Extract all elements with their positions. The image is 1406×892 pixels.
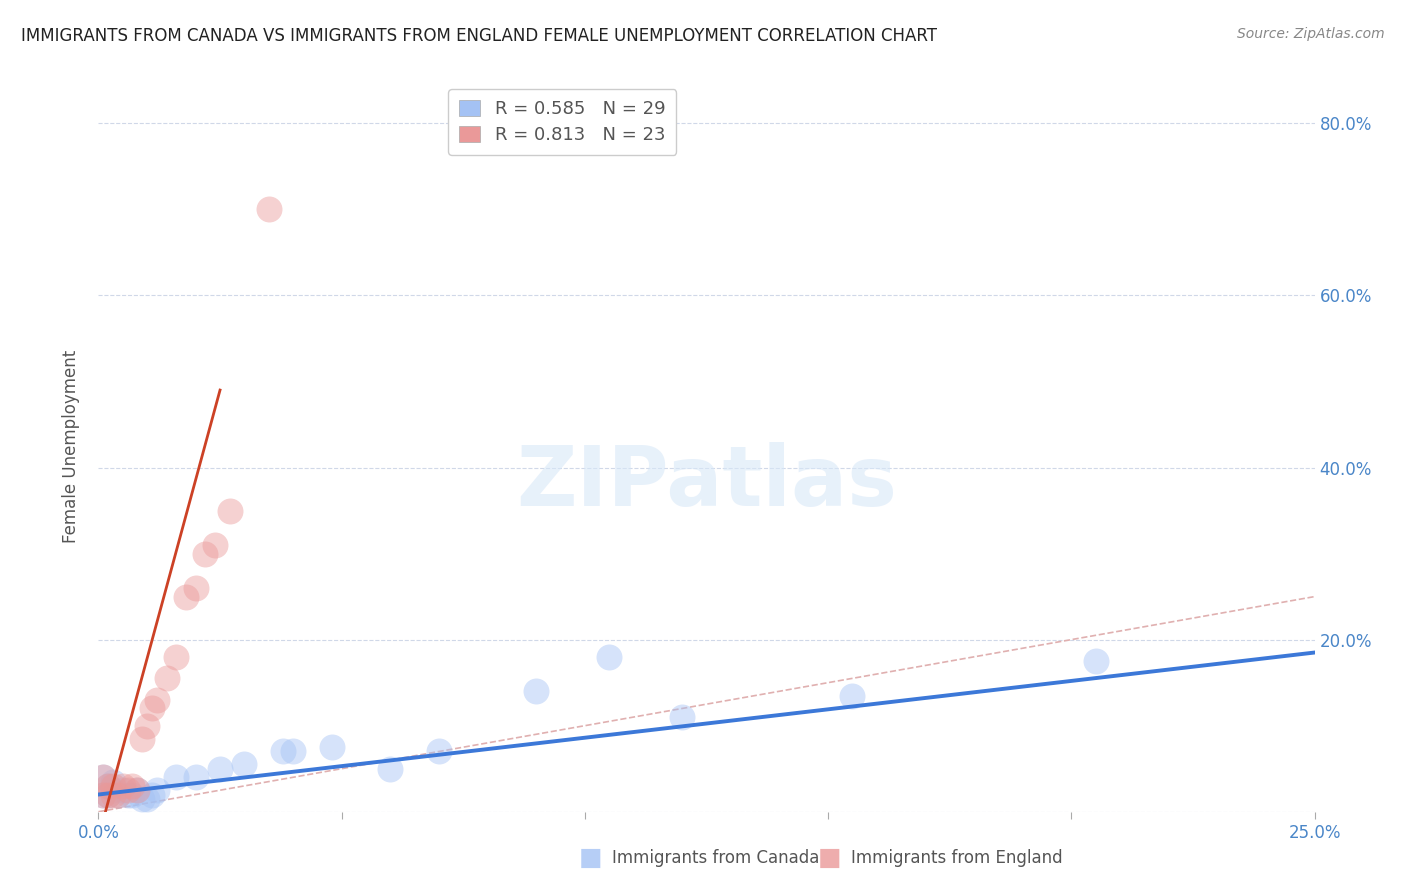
Point [107, 788, 129, 802]
Point [97, 788, 120, 802]
Point [97, 779, 120, 793]
Point [257, 202, 280, 217]
Point [184, 581, 207, 595]
Point [841, 689, 863, 703]
Point [194, 547, 217, 561]
Point [321, 740, 343, 755]
Point [427, 744, 450, 758]
Point [271, 744, 294, 758]
Point [91, 770, 114, 784]
Point [155, 671, 177, 685]
Point [111, 779, 134, 793]
Point [97, 788, 120, 802]
Text: Immigrants from Canada: Immigrants from Canada [612, 849, 818, 867]
Point [117, 783, 139, 797]
Point [209, 762, 232, 776]
Point [131, 731, 153, 746]
Point [131, 792, 153, 806]
Point [218, 503, 240, 517]
Point [136, 719, 159, 733]
Point [1084, 654, 1107, 668]
Point [184, 770, 207, 784]
Text: ■: ■ [818, 847, 841, 870]
Point [91, 788, 114, 802]
Point [101, 779, 124, 793]
Point [141, 701, 163, 715]
Text: ZIPatlas: ZIPatlas [516, 442, 897, 523]
Point [671, 710, 693, 724]
Point [146, 693, 169, 707]
Point [101, 774, 124, 789]
Point [165, 649, 187, 664]
Point [281, 744, 304, 758]
Point [127, 783, 149, 797]
Point [101, 783, 124, 797]
Point [598, 649, 620, 664]
Point [111, 783, 134, 797]
Point [204, 538, 226, 552]
Point [127, 783, 149, 797]
Point [121, 788, 143, 802]
Point [233, 757, 256, 772]
Text: IMMIGRANTS FROM CANADA VS IMMIGRANTS FROM ENGLAND FEMALE UNEMPLOYMENT CORRELATIO: IMMIGRANTS FROM CANADA VS IMMIGRANTS FRO… [21, 27, 936, 45]
Point [524, 684, 547, 698]
Point [136, 792, 159, 806]
Point [165, 770, 187, 784]
Y-axis label: Female Unemployment: Female Unemployment [62, 350, 80, 542]
Point [141, 788, 163, 802]
Point [91, 770, 114, 784]
Text: Immigrants from England: Immigrants from England [851, 849, 1063, 867]
Text: ■: ■ [579, 847, 602, 870]
Point [91, 788, 114, 802]
Point [380, 762, 402, 776]
Point [101, 788, 124, 802]
Text: Source: ZipAtlas.com: Source: ZipAtlas.com [1237, 27, 1385, 41]
Point [174, 590, 197, 604]
Point [97, 779, 120, 793]
Point [107, 788, 129, 802]
Point [146, 783, 169, 797]
Point [121, 779, 143, 793]
Point [117, 788, 139, 802]
Legend: R = 0.585   N = 29, R = 0.813   N = 23: R = 0.585 N = 29, R = 0.813 N = 23 [449, 89, 676, 154]
